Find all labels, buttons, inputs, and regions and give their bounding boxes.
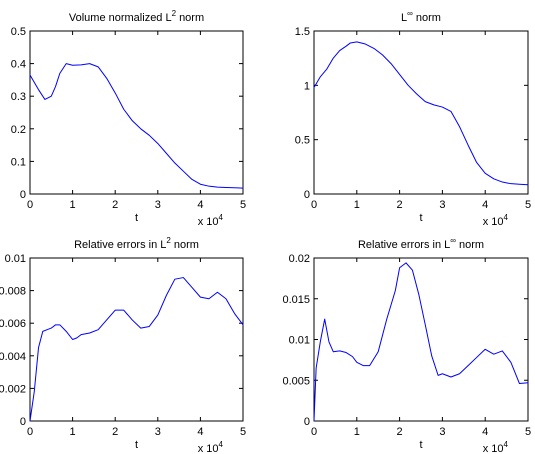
- x-scale-annotation: x 104: [483, 440, 509, 454]
- y-tick-label: 0: [20, 189, 26, 201]
- x-axis-label: t: [419, 439, 422, 451]
- chart-title: Relative errors in L2 norm: [74, 236, 199, 251]
- x-scale-annotation: x 104: [198, 440, 224, 454]
- y-tick-label: 0.004: [0, 351, 26, 363]
- x-tick-label: 0: [311, 199, 317, 211]
- x-tick-label: 5: [240, 426, 246, 438]
- axes-box: [29, 257, 244, 422]
- y-tick-label: 0.3: [11, 91, 26, 103]
- x-scale-annotation: x 104: [198, 213, 224, 228]
- y-tick-label: 0.008: [0, 286, 26, 298]
- x-tick-label: 1: [354, 426, 360, 438]
- y-tick-label: 0.2: [11, 124, 26, 136]
- series-line-1: [313, 262, 529, 422]
- x-tick-label: 2: [112, 199, 118, 211]
- x-scale-exponent: 4: [504, 213, 509, 222]
- x-scale-prefix: x 10: [483, 443, 504, 454]
- chart-title-superscript: 2: [172, 9, 177, 18]
- chart-title-main: Relative errors in L: [358, 239, 450, 251]
- x-tick-label: 0: [27, 426, 33, 438]
- y-tick-label: 0.02: [289, 253, 310, 265]
- x-tick-label: 5: [525, 199, 531, 211]
- y-tick-label: 0.01: [5, 253, 26, 265]
- y-tick-label: 0.002: [0, 383, 26, 395]
- x-tick-label: 5: [525, 426, 531, 438]
- x-scale-prefix: x 10: [483, 216, 504, 228]
- chart-title-superscript: 2: [166, 236, 171, 245]
- y-tick-label: 0: [20, 416, 26, 428]
- x-scale-annotation: x 104: [483, 213, 509, 228]
- chart-title-main: L: [401, 12, 407, 24]
- x-tick-label: 4: [197, 199, 203, 211]
- chart-title-main: Relative errors in L: [74, 239, 166, 251]
- axes-box: [29, 30, 244, 195]
- x-tick-label: 0: [311, 426, 317, 438]
- x-tick-label: 3: [439, 199, 445, 211]
- chart-title-suffix: norm: [179, 12, 204, 24]
- y-tick-label: 0.01: [289, 335, 310, 347]
- axes-box: [313, 30, 529, 195]
- y-tick-label: 0.5: [295, 135, 310, 147]
- y-tick-label: 0: [304, 189, 310, 201]
- x-tick-label: 1: [354, 199, 360, 211]
- y-tick-label: 0.005: [282, 375, 310, 387]
- x-scale-prefix: x 10: [198, 443, 219, 454]
- x-tick-label: 3: [439, 426, 445, 438]
- x-axis-label: t: [419, 212, 422, 224]
- x-tick-label: 2: [112, 426, 118, 438]
- axes-box: [313, 257, 529, 422]
- x-tick-label: 2: [397, 199, 403, 211]
- x-tick-label: 4: [197, 426, 203, 438]
- x-scale-exponent: 4: [504, 440, 509, 449]
- series-line-1: [29, 63, 244, 189]
- x-scale-prefix: x 10: [198, 216, 219, 228]
- y-tick-label: 0.5: [11, 26, 26, 38]
- x-tick-label: 3: [155, 426, 161, 438]
- chart-title-superscript: ∞: [407, 9, 413, 18]
- chart-title-suffix: norm: [459, 239, 484, 251]
- x-axis-label: t: [135, 212, 138, 224]
- x-tick-label: 4: [482, 426, 488, 438]
- chart-title: Relative errors in L∞ norm: [358, 236, 484, 251]
- x-tick-label: 0: [27, 199, 33, 211]
- x-scale-exponent: 4: [219, 440, 224, 449]
- y-tick-label: 0.015: [282, 294, 310, 306]
- chart-title-suffix: norm: [416, 12, 441, 24]
- chart-title-main: Volume normalized L: [69, 12, 172, 24]
- chart-title: Volume normalized L2 norm: [69, 9, 204, 24]
- chart-panel-1: 0 1 2 3 4 5 0 0.1 0.2 0.3 0.4 0.5 Volume normalized …: [11, 9, 246, 228]
- x-tick-label: 5: [240, 199, 246, 211]
- x-tick-label: 4: [482, 199, 488, 211]
- chart-title-superscript: ∞: [450, 236, 456, 245]
- y-tick-label: 0.4: [11, 59, 26, 71]
- chart-panel-3: 0 1 2 3 4 5 0 0.002 0.004 0.006 0.008 0.01 Relative …: [0, 236, 246, 454]
- x-scale-exponent: 4: [219, 213, 224, 222]
- x-tick-label: 2: [397, 426, 403, 438]
- x-axis-label: t: [135, 439, 138, 451]
- series-line-1: [29, 277, 244, 422]
- y-tick-label: 1.5: [295, 26, 310, 38]
- chart-panel-4: 0 1 2 3 4 5 0 0.005 0.01 0.015 0.02 Relative errors…: [282, 236, 531, 454]
- x-tick-label: 1: [70, 426, 76, 438]
- x-tick-label: 1: [70, 199, 76, 211]
- series-line-1: [313, 41, 529, 186]
- chart-title-suffix: norm: [174, 239, 199, 251]
- y-tick-label: 1: [304, 80, 310, 92]
- y-tick-label: 0.006: [0, 318, 26, 330]
- chart-title: L∞ norm: [401, 9, 441, 24]
- y-tick-label: 0.1: [11, 156, 26, 168]
- y-tick-label: 0: [304, 416, 310, 428]
- x-tick-label: 3: [155, 199, 161, 211]
